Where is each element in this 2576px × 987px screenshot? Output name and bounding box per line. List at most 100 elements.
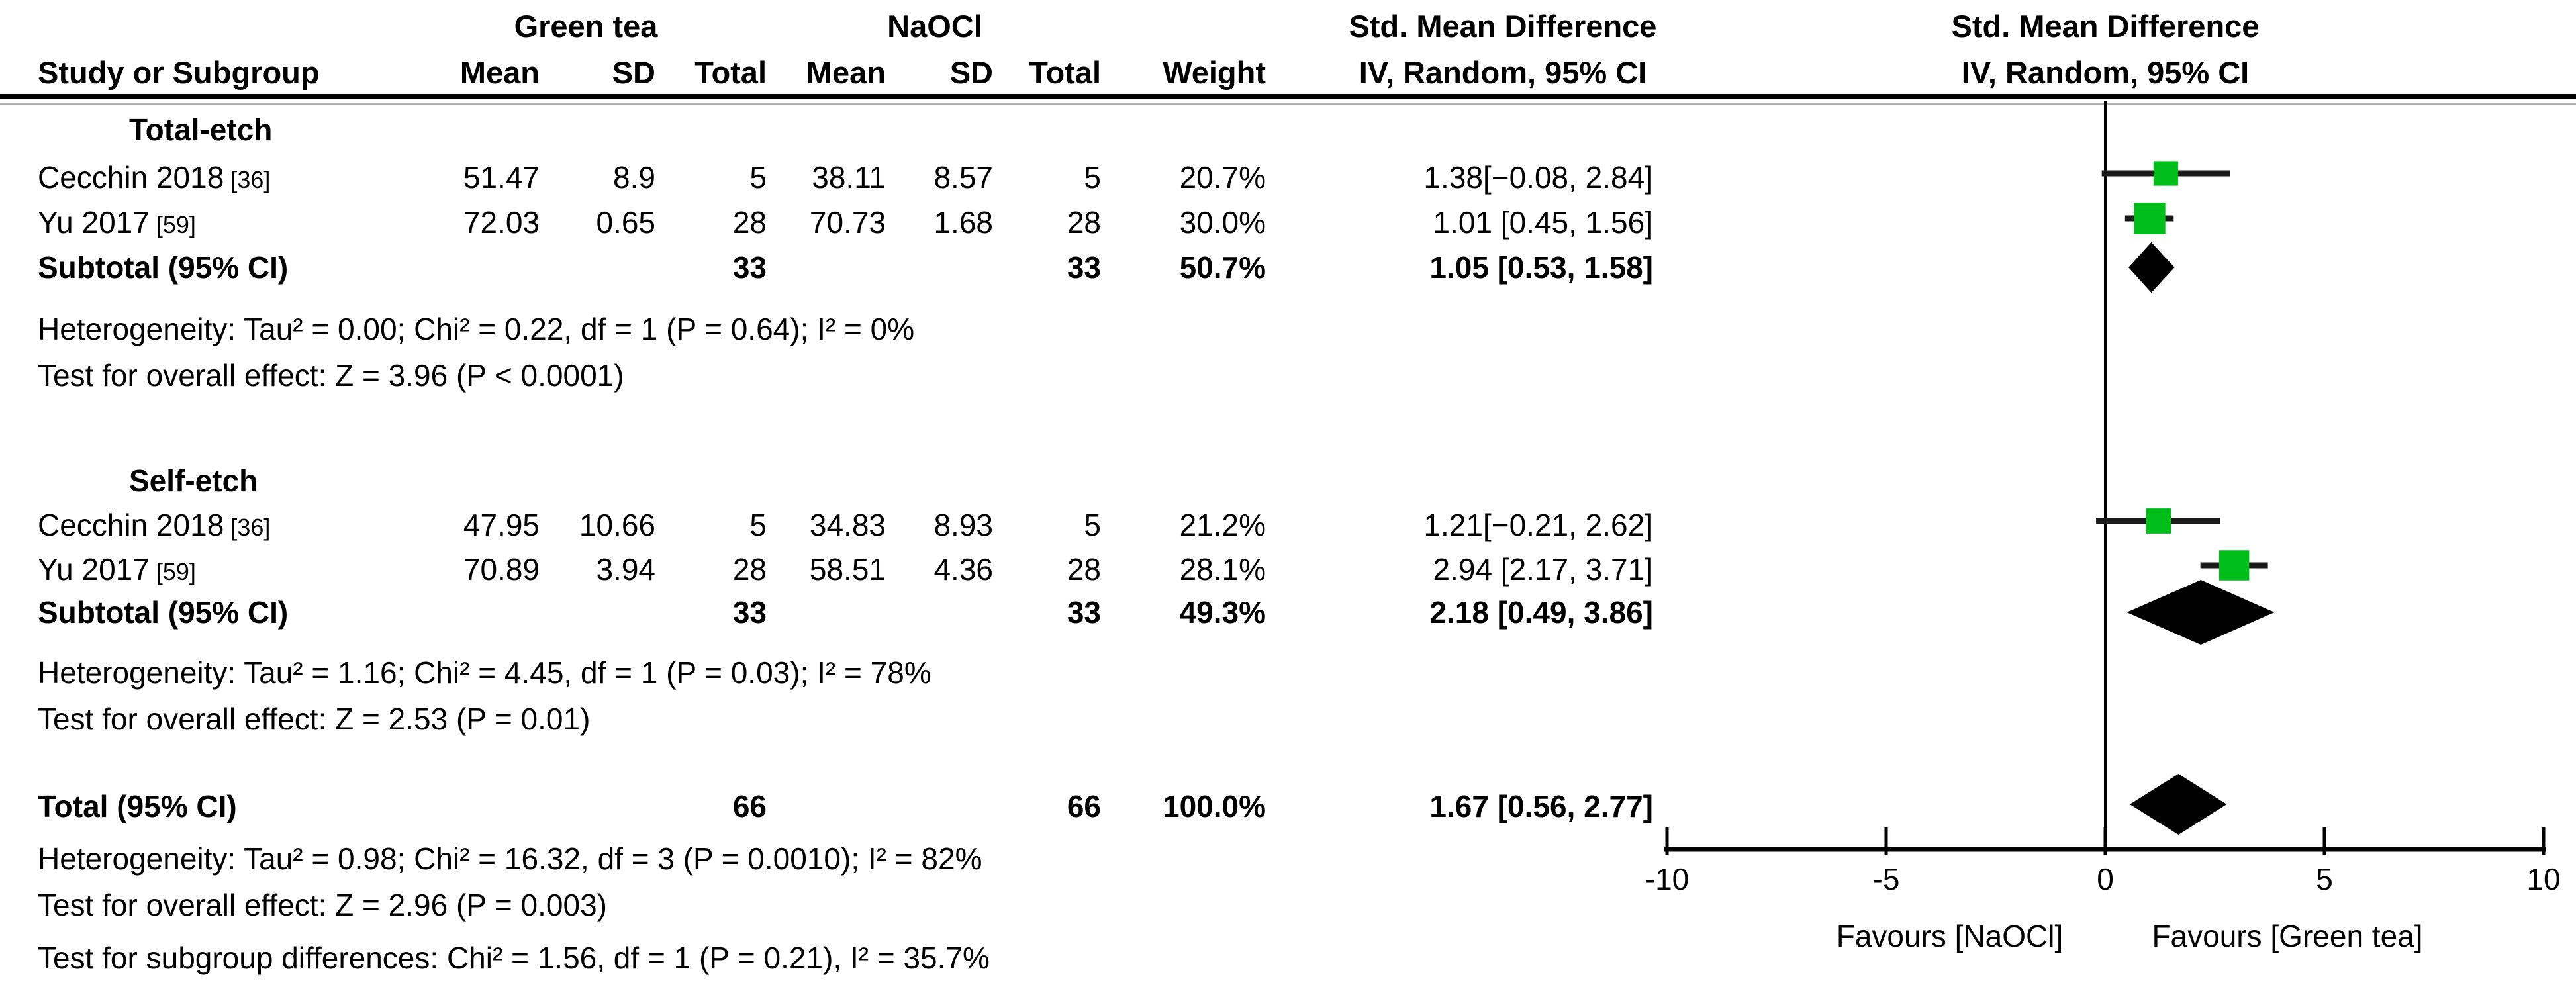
- study-square: [2134, 203, 2166, 234]
- total-ctl-cell: 5: [1084, 508, 1101, 542]
- study-label: Yu 2017 [59]: [38, 552, 196, 587]
- favours-right-label: Favours [Green tea]: [2152, 919, 2423, 953]
- total-exp-cell: 28: [732, 552, 767, 587]
- subgroup-differences-row: Test for subgroup differences: Chi² = 1.…: [0, 936, 2576, 980]
- sd-exp-cell: 10.66: [579, 508, 655, 542]
- total-row: Total (95% CI) 66 66 100.0% 1.67 [0.56, 2.77…: [0, 784, 2576, 828]
- study-row: Yu 2017 [59] 72.03 0.65 28 70.73 1.68 28 30.0% 1…: [0, 201, 2576, 244]
- subgroup-differences-note: Test for subgroup differences: Chi² = 1.…: [38, 941, 990, 975]
- heterogeneity-note: Heterogeneity: Tau² = 0.00; Chi² = 0.22,…: [38, 312, 915, 346]
- smd-title-text-column: Std. Mean Difference: [1349, 9, 1657, 44]
- group2-header: NaOCl: [887, 9, 982, 44]
- subtotal-diamond: [2128, 242, 2175, 293]
- study-row: Cecchin 2018 [36] 47.95 10.66 5 34.83 8.93 5 21…: [0, 503, 2576, 547]
- axis-tick-label: -5: [1872, 862, 1900, 896]
- axis-tick-label: 10: [2526, 862, 2561, 896]
- subgroup-name: Total-etch: [129, 113, 273, 147]
- mean-exp-cell: 47.95: [463, 508, 540, 542]
- sd2-column-header: SD: [949, 55, 993, 90]
- total-ctl-cell: 28: [1067, 552, 1101, 587]
- subgroup-header-row: Total-etch: [0, 108, 2576, 152]
- weight-column-header: Weight: [1163, 55, 1266, 90]
- overall-effect-row: Test for overall effect: Z = 2.53 (P = 0…: [0, 697, 2576, 741]
- mean-ctl-cell: 34.83: [809, 508, 886, 542]
- study-label: Cecchin 2018 [36]: [38, 160, 271, 195]
- sd1-column-header: SD: [612, 55, 655, 90]
- total-label: Total (95% CI): [38, 789, 237, 823]
- subtotal-diamond: [2126, 580, 2275, 645]
- study-column-header: Study or Subgroup: [38, 55, 320, 90]
- subtotal-ci-text: 1.05 [0.53, 1.58]: [1429, 250, 1653, 285]
- heterogeneity-note: Heterogeneity: Tau² = 1.16; Chi² = 4.45,…: [38, 655, 931, 690]
- total-ci-text: 1.67 [0.56, 2.77]: [1429, 789, 1653, 823]
- sd-exp-cell: 3.94: [596, 552, 655, 587]
- mean1-column-header: Mean: [459, 55, 540, 90]
- mean-exp-cell: 51.47: [463, 160, 540, 195]
- study-square: [2218, 550, 2250, 581]
- subtotal-weight: 50.7%: [1179, 250, 1266, 285]
- subtotal-row: Subtotal (95% CI) 33 33 50.7% 1.05 [0.53, 1.…: [0, 246, 2576, 289]
- subtotal-total-exp: 33: [732, 250, 767, 285]
- header-rule-shadow: [0, 103, 2576, 105]
- total-heterogeneity-row: Heterogeneity: Tau² = 0.98; Chi² = 16.32…: [0, 837, 2576, 880]
- heterogeneity-row: Heterogeneity: Tau² = 0.00; Chi² = 0.22,…: [0, 307, 2576, 351]
- total-weight: 100.0%: [1162, 789, 1266, 823]
- ci-text-cell: 1.01 [0.45, 1.56]: [1433, 205, 1654, 240]
- study-square: [2153, 161, 2178, 186]
- mean-ctl-cell: 70.73: [809, 205, 886, 240]
- weight-cell: 20.7%: [1179, 160, 1266, 195]
- sd-exp-cell: 0.65: [596, 205, 655, 240]
- mean-ctl-cell: 58.51: [809, 552, 886, 587]
- total-ctl-cell: 28: [1067, 205, 1101, 240]
- mean-ctl-cell: 38.11: [812, 160, 886, 195]
- study-label: Cecchin 2018 [36]: [38, 508, 271, 542]
- total-overall-effect-note: Test for overall effect: Z = 2.96 (P = 0…: [38, 888, 607, 922]
- total-total-exp: 66: [732, 789, 767, 823]
- study-citation-ref: [59]: [149, 211, 196, 238]
- axis-tick-label: 0: [2097, 862, 2114, 896]
- total-exp-cell: 28: [732, 205, 767, 240]
- subtotal-total-exp: 33: [732, 595, 767, 630]
- study-citation-ref: [59]: [149, 558, 196, 585]
- weight-cell: 30.0%: [1179, 205, 1266, 240]
- mean-exp-cell: 72.03: [463, 205, 540, 240]
- subgroup-name: Self-etch: [129, 463, 258, 498]
- ci-text-cell: 1.38[−0.08, 2.84]: [1423, 160, 1653, 195]
- overall-effect-note: Test for overall effect: Z = 3.96 (P < 0…: [38, 358, 624, 393]
- study-citation-ref: [36]: [224, 514, 271, 541]
- favours-left-label: Favours [NaOCl]: [1836, 919, 2064, 953]
- weight-cell: 28.1%: [1179, 552, 1266, 587]
- axis-tick-label: 5: [2316, 862, 2333, 896]
- total-total-ctl: 66: [1067, 789, 1101, 823]
- study-label: Yu 2017 [59]: [38, 205, 196, 240]
- header-rule: [0, 94, 2576, 99]
- total2-column-header: Total: [1029, 55, 1101, 90]
- iv-random-ci-header-plot-column: IV, Random, 95% CI: [1961, 55, 2250, 90]
- total-diamond: [2130, 774, 2227, 835]
- study-square: [2146, 508, 2171, 534]
- subtotal-total-ctl: 33: [1067, 250, 1101, 285]
- total1-column-header: Total: [694, 55, 767, 90]
- sd-ctl-cell: 1.68: [933, 205, 993, 240]
- total-ctl-cell: 5: [1084, 160, 1101, 195]
- overall-effect-row: Test for overall effect: Z = 3.96 (P < 0…: [0, 353, 2576, 397]
- ci-text-cell: 2.94 [2.17, 3.71]: [1433, 552, 1654, 587]
- iv-random-ci-header-text-column: IV, Random, 95% CI: [1359, 55, 1647, 90]
- total-exp-cell: 5: [749, 160, 767, 195]
- group1-header: Green tea: [514, 9, 658, 44]
- ci-text-cell: 1.21[−0.21, 2.62]: [1423, 508, 1653, 542]
- subgroup-header-row: Self-etch: [0, 459, 2576, 502]
- subtotal-label: Subtotal (95% CI): [38, 250, 289, 285]
- subtotal-row: Subtotal (95% CI) 33 33 49.3% 2.18 [0.49, 3.…: [0, 590, 2576, 634]
- overall-effect-note: Test for overall effect: Z = 2.53 (P = 0…: [38, 702, 591, 736]
- study-citation-ref: [36]: [224, 166, 271, 193]
- axis-tick-label: -10: [1645, 862, 1690, 896]
- total-overall-effect-row: Test for overall effect: Z = 2.96 (P = 0…: [0, 883, 2576, 927]
- subtotal-label: Subtotal (95% CI): [38, 595, 289, 630]
- sd-ctl-cell: 8.93: [933, 508, 993, 542]
- subtotal-ci-text: 2.18 [0.49, 3.86]: [1429, 595, 1653, 630]
- smd-title-plot-column: Std. Mean Difference: [1951, 9, 2260, 44]
- mean-exp-cell: 70.89: [463, 552, 540, 587]
- weight-cell: 21.2%: [1179, 508, 1266, 542]
